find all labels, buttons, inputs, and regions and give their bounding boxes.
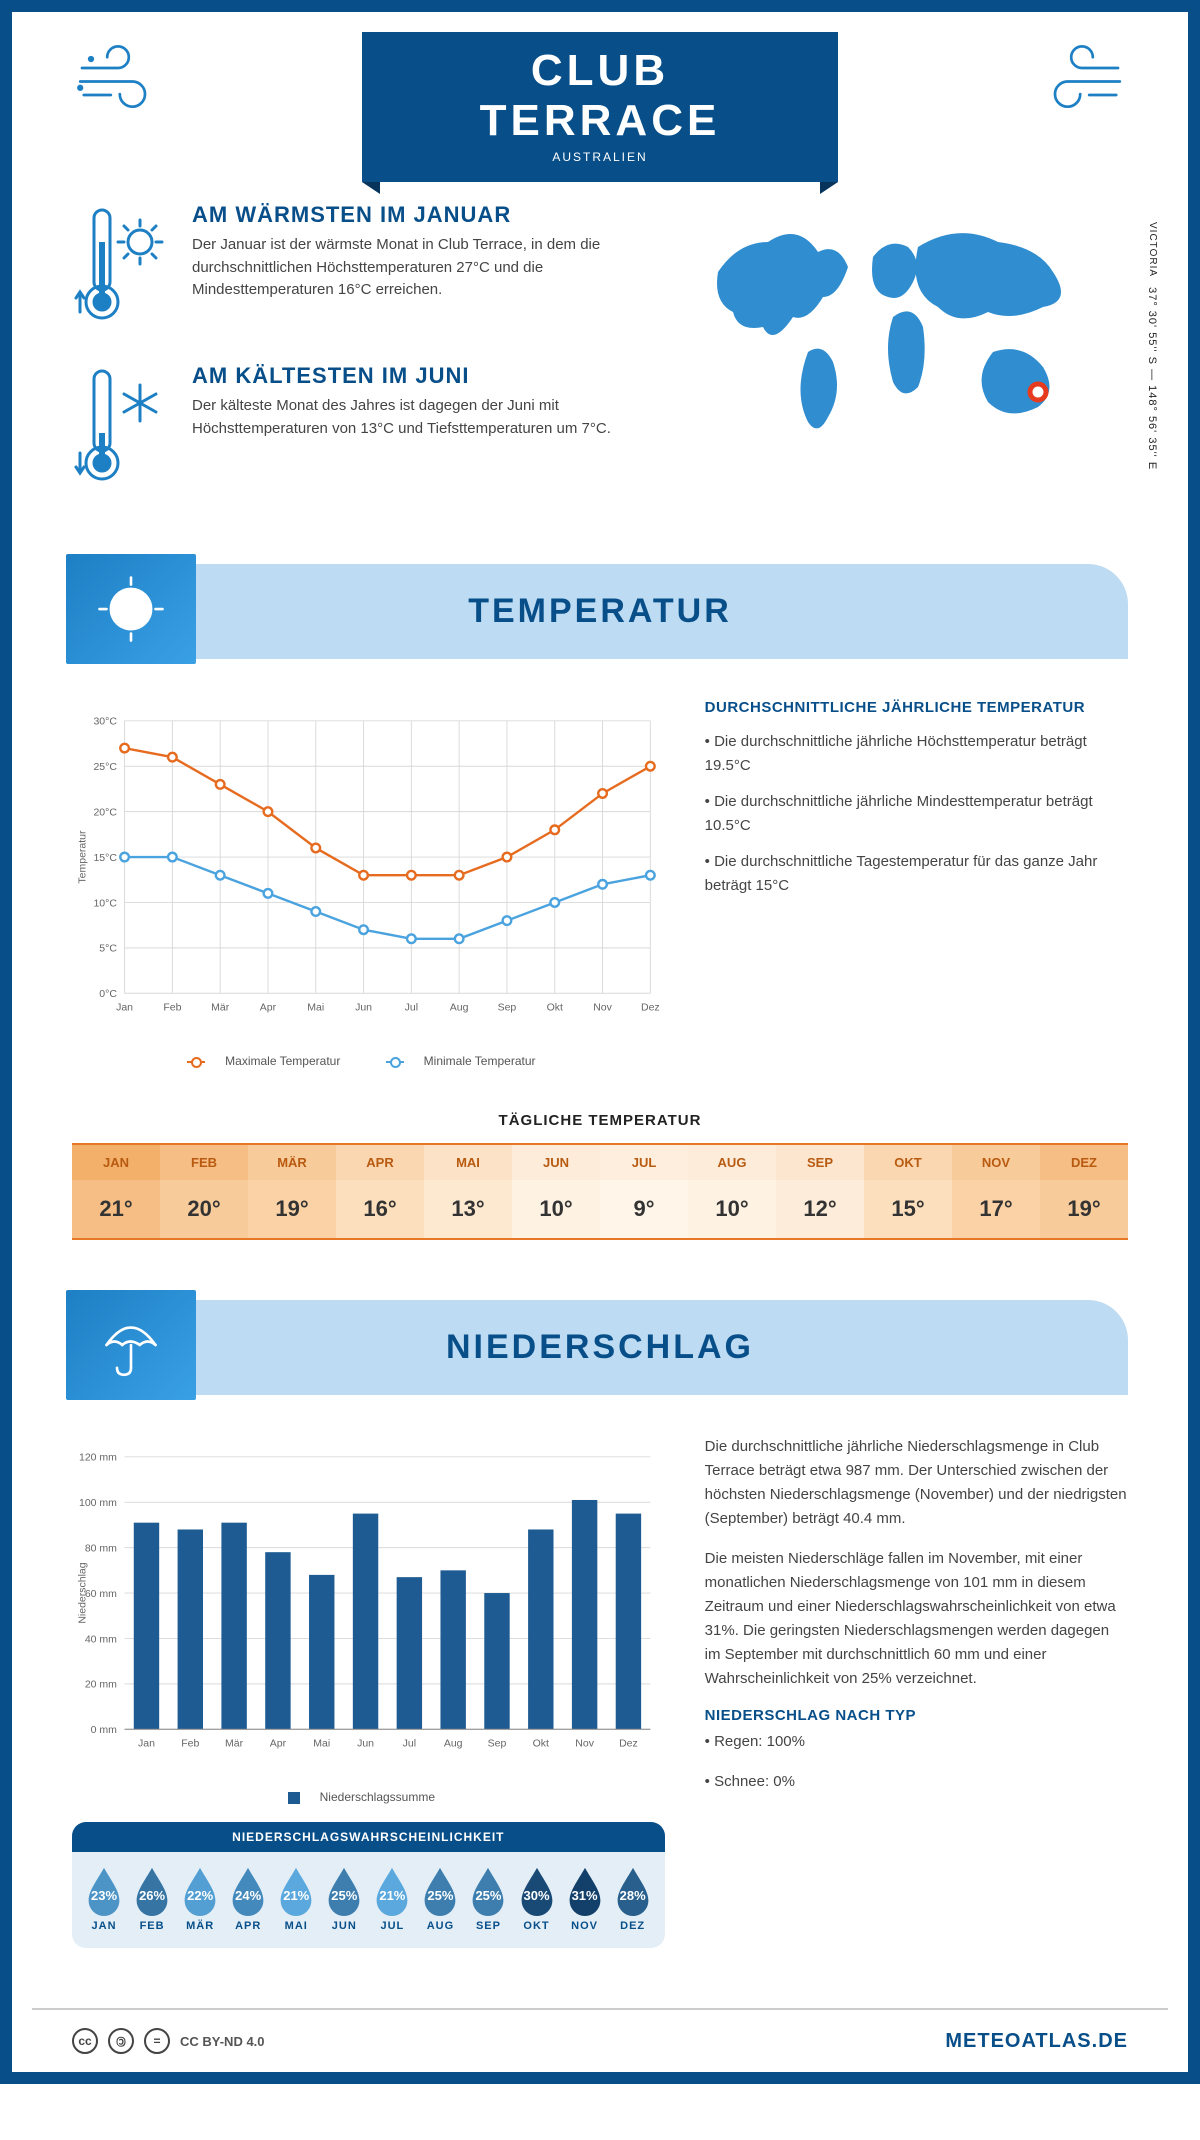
svg-text:Okt: Okt xyxy=(547,1001,563,1013)
svg-text:120 mm: 120 mm xyxy=(79,1452,117,1464)
svg-text:20°C: 20°C xyxy=(93,806,117,818)
svg-text:Okt: Okt xyxy=(533,1737,549,1749)
svg-text:Feb: Feb xyxy=(181,1737,199,1749)
svg-text:Mär: Mär xyxy=(211,1001,230,1013)
svg-text:Dez: Dez xyxy=(619,1737,638,1749)
precip-probability-box: NIEDERSCHLAGSWAHRSCHEINLICHKEIT 23%JAN 2… xyxy=(72,1822,665,1948)
svg-text:Jan: Jan xyxy=(116,1001,133,1013)
precip-prob-drop: 25%JUN xyxy=(322,1866,366,1932)
page-subtitle: AUSTRALIEN xyxy=(442,150,758,164)
brand-text: METEOATLAS.DE xyxy=(945,2030,1128,2053)
precip-prob-drop: 21%JUL xyxy=(370,1866,414,1932)
svg-text:60 mm: 60 mm xyxy=(85,1588,117,1600)
svg-text:20 mm: 20 mm xyxy=(85,1679,117,1691)
svg-text:Mai: Mai xyxy=(307,1001,324,1013)
svg-text:Jul: Jul xyxy=(405,1001,418,1013)
wind-icon xyxy=(72,32,182,127)
svg-text:80 mm: 80 mm xyxy=(85,1542,117,1554)
svg-text:0°C: 0°C xyxy=(99,988,117,1000)
precip-prob-drop: 30%OKT xyxy=(515,1866,559,1932)
precipitation-legend: Niederschlagssumme xyxy=(72,1790,665,1804)
by-icon: 🄯 xyxy=(108,2028,134,2054)
precip-prob-drop: 24%APR xyxy=(226,1866,270,1932)
svg-text:Aug: Aug xyxy=(444,1737,463,1749)
precipitation-notes: Die durchschnittliche jährliche Niedersc… xyxy=(705,1435,1128,1948)
warmest-body: Der Januar ist der wärmste Monat in Club… xyxy=(192,234,658,302)
coldest-body: Der kälteste Monat des Jahres ist dagege… xyxy=(192,395,658,440)
daily-temp-title: TÄGLICHE TEMPERATUR xyxy=(12,1112,1188,1129)
precip-prob-drop: 25%SEP xyxy=(466,1866,510,1932)
svg-text:5°C: 5°C xyxy=(99,943,117,955)
svg-text:Jan: Jan xyxy=(138,1737,155,1749)
section-title-temperature: TEMPERATUR xyxy=(72,592,1128,631)
svg-text:40 mm: 40 mm xyxy=(85,1633,117,1645)
svg-text:Feb: Feb xyxy=(163,1001,181,1013)
precip-prob-drop: 25%AUG xyxy=(418,1866,462,1932)
precip-prob-drop: 21%MAI xyxy=(274,1866,318,1932)
precip-prob-drop: 22%MÄR xyxy=(178,1866,222,1932)
page-title: CLUB TERRACE xyxy=(442,46,758,146)
svg-text:Mär: Mär xyxy=(225,1737,244,1749)
svg-text:Temperatur: Temperatur xyxy=(76,830,88,884)
svg-text:Mai: Mai xyxy=(313,1737,330,1749)
warmest-block: AM WÄRMSTEN IM JANUAR Der Januar ist der… xyxy=(72,202,658,337)
svg-text:30°C: 30°C xyxy=(93,716,117,728)
daily-temp-table: JANFEBMÄRAPRMAIJUNJULAUGSEPOKTNOVDEZ21°2… xyxy=(72,1143,1128,1240)
coldest-block: AM KÄLTESTEN IM JUNI Der kälteste Monat … xyxy=(72,363,658,498)
warmest-title: AM WÄRMSTEN IM JANUAR xyxy=(192,202,658,228)
svg-text:15°C: 15°C xyxy=(93,852,117,864)
precipitation-banner: NIEDERSCHLAG xyxy=(72,1300,1128,1395)
svg-text:Dez: Dez xyxy=(641,1001,660,1013)
temperature-legend: Maximale Temperatur Minimale Temperatur xyxy=(72,1054,665,1068)
coordinates: VICTORIA 37° 30' 55'' S — 148° 56' 35'' … xyxy=(1146,222,1158,470)
svg-text:Jul: Jul xyxy=(403,1737,416,1749)
svg-text:25°C: 25°C xyxy=(93,761,117,773)
svg-text:Nov: Nov xyxy=(593,1001,612,1013)
coldest-title: AM KÄLTESTEN IM JUNI xyxy=(192,363,658,389)
svg-text:100 mm: 100 mm xyxy=(79,1497,117,1509)
temperature-line-chart: 0°C 5°C 10°C 15°C 20°C 25°C 30°C Jan Feb Mär Apr Ma… xyxy=(72,699,665,1068)
svg-text:0 mm: 0 mm xyxy=(91,1724,118,1736)
precipitation-bar-chart: 0 mm 20 mm 40 mm 60 mm 80 mm 100 mm 120 mm Jan F… xyxy=(72,1435,665,1948)
svg-text:Apr: Apr xyxy=(260,1001,277,1013)
wind-icon xyxy=(1018,32,1128,127)
precip-prob-drop: 28%DEZ xyxy=(611,1866,655,1932)
nd-icon: = xyxy=(144,2028,170,2054)
svg-text:10°C: 10°C xyxy=(93,897,117,909)
svg-text:Jun: Jun xyxy=(355,1001,372,1013)
svg-text:Sep: Sep xyxy=(488,1737,507,1749)
svg-text:Niederschlag: Niederschlag xyxy=(76,1562,88,1623)
thermometer-cold-icon xyxy=(72,363,172,498)
map-marker xyxy=(1030,384,1046,400)
svg-text:Apr: Apr xyxy=(270,1737,287,1749)
svg-text:Nov: Nov xyxy=(575,1737,594,1749)
precip-prob-drop: 26%FEB xyxy=(130,1866,174,1932)
precip-prob-drop: 31%NOV xyxy=(563,1866,607,1932)
sun-icon xyxy=(66,554,196,664)
license-text: CC BY-ND 4.0 xyxy=(180,2034,265,2049)
world-map: VICTORIA 37° 30' 55'' S — 148° 56' 35'' … xyxy=(698,202,1128,524)
temperature-notes: DURCHSCHNITTLICHE JÄHRLICHE TEMPERATUR •… xyxy=(705,699,1128,1068)
svg-text:Jun: Jun xyxy=(357,1737,374,1749)
footer: cc 🄯 = CC BY-ND 4.0 METEOATLAS.DE xyxy=(32,2008,1168,2072)
cc-icon: cc xyxy=(72,2028,98,2054)
thermometer-hot-icon xyxy=(72,202,172,337)
precip-prob-drop: 23%JAN xyxy=(82,1866,126,1932)
title-banner: CLUB TERRACE AUSTRALIEN xyxy=(362,32,838,182)
temperature-banner: TEMPERATUR xyxy=(72,564,1128,659)
svg-text:Sep: Sep xyxy=(498,1001,517,1013)
section-title-precipitation: NIEDERSCHLAG xyxy=(72,1328,1128,1367)
svg-text:Aug: Aug xyxy=(450,1001,469,1013)
umbrella-icon xyxy=(66,1290,196,1400)
